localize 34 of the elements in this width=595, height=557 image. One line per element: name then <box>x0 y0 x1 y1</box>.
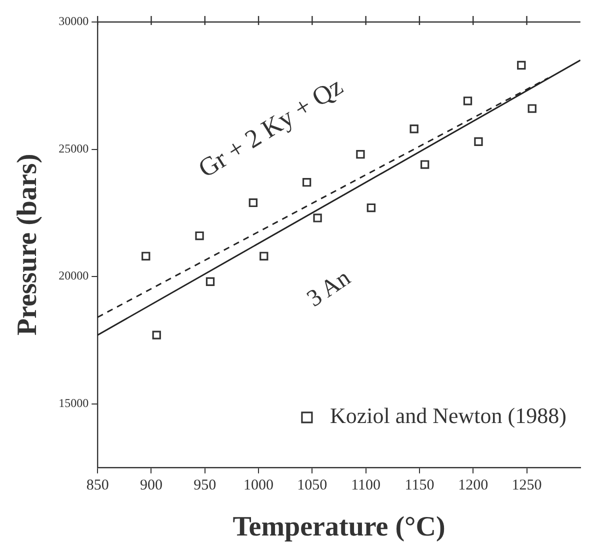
point <box>463 96 472 106</box>
point <box>410 124 418 134</box>
y-tick-label: 25000 <box>58 141 89 156</box>
point <box>528 104 536 113</box>
annotation: 3 An <box>302 264 356 312</box>
x-tick-label: 850 <box>86 477 109 494</box>
legend-label: Koziol and Newton (1988) <box>330 403 566 428</box>
point <box>142 252 150 260</box>
y-axis-title: Pressure (bars) <box>12 154 44 336</box>
point <box>313 214 322 222</box>
point <box>302 178 312 187</box>
x-tick-label: 900 <box>140 477 162 494</box>
x-tick-label: 1200 <box>458 477 488 494</box>
point <box>206 277 215 286</box>
x-tick-label: 1250 <box>512 477 542 494</box>
y-tick-label: 20000 <box>58 268 89 283</box>
point <box>517 60 526 70</box>
point <box>356 150 365 159</box>
x-tick-label: 1050 <box>297 477 328 494</box>
point <box>152 330 161 340</box>
annotation: Gr + 2 Ky + Qz <box>193 72 348 184</box>
x-tick-label: 1150 <box>404 477 434 494</box>
point <box>366 203 376 212</box>
x-tick-label: 1000 <box>244 477 274 494</box>
point <box>420 160 430 169</box>
point <box>248 198 258 208</box>
point <box>474 137 483 146</box>
y-tick-label: 15000 <box>58 396 89 410</box>
x-tick-label: 950 <box>194 477 216 494</box>
x-axis-title: Temperature (°C) <box>232 511 446 542</box>
y-tick-label: 30000 <box>58 14 89 28</box>
point <box>195 231 204 240</box>
x-tick-label: 1100 <box>351 477 381 494</box>
point <box>260 252 268 260</box>
